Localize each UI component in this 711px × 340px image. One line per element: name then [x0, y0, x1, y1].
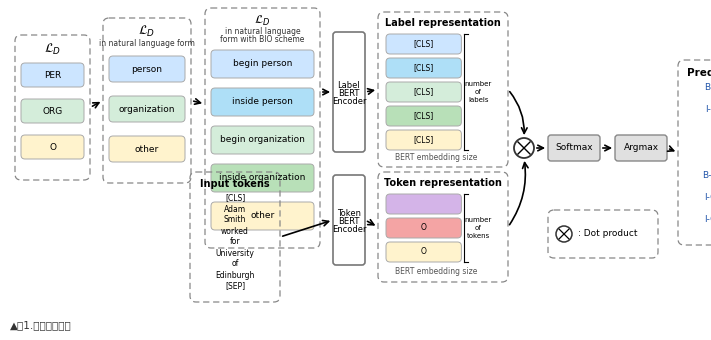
Text: PER: PER — [44, 70, 61, 80]
Text: [SEP]: [SEP] — [225, 282, 245, 290]
Text: of: of — [475, 89, 482, 95]
Text: Encoder: Encoder — [332, 98, 366, 106]
Text: number: number — [465, 217, 492, 223]
FancyBboxPatch shape — [21, 99, 84, 123]
FancyBboxPatch shape — [211, 202, 314, 230]
Text: [CLS]: [CLS] — [414, 64, 434, 72]
FancyBboxPatch shape — [333, 32, 365, 152]
Text: Token representation: Token representation — [384, 178, 502, 188]
Text: O: O — [49, 142, 56, 152]
Text: [CLS]: [CLS] — [414, 112, 434, 120]
Text: O: O — [421, 223, 427, 233]
FancyBboxPatch shape — [615, 135, 667, 161]
Text: O: O — [421, 248, 427, 256]
Text: Edinburgh: Edinburgh — [215, 271, 255, 279]
FancyBboxPatch shape — [211, 164, 314, 192]
Text: inside organization: inside organization — [219, 173, 306, 183]
Text: Softmax: Softmax — [555, 143, 593, 153]
Text: $\mathcal{L}_D$: $\mathcal{L}_D$ — [139, 23, 156, 38]
Text: other: other — [250, 211, 274, 221]
FancyBboxPatch shape — [386, 130, 461, 150]
Text: Argmax: Argmax — [624, 143, 658, 153]
FancyBboxPatch shape — [211, 88, 314, 116]
FancyBboxPatch shape — [386, 34, 461, 54]
Text: person: person — [132, 65, 163, 73]
Text: number: number — [465, 81, 492, 87]
Text: begin person: begin person — [232, 59, 292, 68]
FancyBboxPatch shape — [21, 63, 84, 87]
Text: Encoder: Encoder — [332, 225, 366, 235]
FancyBboxPatch shape — [386, 242, 461, 262]
Text: Token: Token — [337, 209, 361, 219]
Text: B-PER: B-PER — [704, 84, 711, 92]
Text: worked: worked — [221, 226, 249, 236]
FancyBboxPatch shape — [109, 56, 185, 82]
Text: of: of — [475, 225, 482, 231]
FancyBboxPatch shape — [109, 96, 185, 122]
Text: I-ORG: I-ORG — [704, 216, 711, 224]
Text: inside person: inside person — [232, 98, 293, 106]
Text: Label: Label — [338, 82, 360, 90]
Text: Smith: Smith — [224, 216, 246, 224]
Text: labels: labels — [468, 97, 488, 103]
Text: I-ORG: I-ORG — [704, 193, 711, 203]
Text: for: for — [230, 238, 240, 246]
Text: of: of — [231, 259, 239, 269]
Text: BERT embedding size: BERT embedding size — [395, 153, 478, 162]
FancyBboxPatch shape — [109, 136, 185, 162]
Text: $\mathcal{L}_D$: $\mathcal{L}_D$ — [255, 14, 271, 28]
FancyBboxPatch shape — [211, 126, 314, 154]
Text: tokens: tokens — [467, 233, 490, 239]
Text: begin organization: begin organization — [220, 136, 305, 144]
FancyBboxPatch shape — [211, 50, 314, 78]
Text: Adam: Adam — [224, 204, 246, 214]
Text: [CLS]: [CLS] — [225, 193, 245, 203]
Text: [CLS]: [CLS] — [414, 39, 434, 49]
Text: in natural language: in natural language — [225, 27, 300, 35]
Text: ORG: ORG — [43, 106, 63, 116]
Text: BERT embedding size: BERT embedding size — [395, 268, 478, 276]
FancyBboxPatch shape — [548, 135, 600, 161]
Text: [CLS]: [CLS] — [414, 87, 434, 97]
Text: organization: organization — [119, 104, 175, 114]
Text: : Dot product: : Dot product — [578, 230, 638, 238]
Text: Prediction: Prediction — [687, 68, 711, 78]
Text: ▲图1.模型整体构架: ▲图1.模型整体构架 — [10, 320, 72, 330]
FancyBboxPatch shape — [386, 82, 461, 102]
Text: BERT: BERT — [338, 218, 360, 226]
Text: $\mathcal{L}_D$: $\mathcal{L}_D$ — [44, 41, 61, 56]
Text: [CLS]: [CLS] — [414, 136, 434, 144]
Text: University: University — [215, 249, 255, 257]
Text: BERT: BERT — [338, 89, 360, 99]
Text: form with BIO scheme: form with BIO scheme — [220, 35, 305, 45]
FancyBboxPatch shape — [21, 135, 84, 159]
FancyBboxPatch shape — [386, 218, 461, 238]
Text: I-PER: I-PER — [705, 105, 711, 115]
Text: B-ORG: B-ORG — [702, 171, 711, 181]
FancyBboxPatch shape — [386, 106, 461, 126]
Text: Label representation: Label representation — [385, 18, 501, 28]
Text: in natural language form: in natural language form — [99, 38, 195, 48]
Text: Input tokens: Input tokens — [201, 179, 269, 189]
Text: other: other — [135, 144, 159, 153]
FancyBboxPatch shape — [333, 175, 365, 265]
FancyBboxPatch shape — [386, 58, 461, 78]
FancyBboxPatch shape — [386, 194, 461, 214]
